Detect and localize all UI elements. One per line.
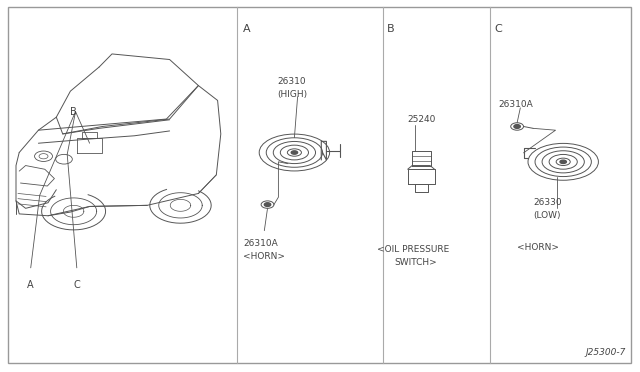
Text: <OIL PRESSURE: <OIL PRESSURE	[377, 245, 449, 254]
Text: 26330: 26330	[533, 198, 561, 207]
Text: B: B	[387, 24, 395, 34]
Ellipse shape	[291, 151, 298, 154]
Text: (HIGH): (HIGH)	[276, 90, 307, 99]
Text: A: A	[243, 24, 251, 34]
Text: A: A	[28, 280, 34, 289]
Text: J25300-7: J25300-7	[586, 348, 626, 357]
Text: C: C	[494, 24, 502, 34]
Circle shape	[264, 203, 271, 206]
Text: <HORN>: <HORN>	[516, 243, 559, 252]
Text: <HORN>: <HORN>	[243, 252, 285, 261]
Text: B: B	[70, 107, 77, 116]
Text: SWITCH>: SWITCH>	[395, 258, 437, 267]
Ellipse shape	[560, 160, 566, 164]
Text: C: C	[74, 280, 80, 289]
Text: 25240: 25240	[407, 115, 435, 124]
Text: (LOW): (LOW)	[534, 211, 561, 220]
Text: 26310: 26310	[278, 77, 306, 86]
Text: 26310A: 26310A	[499, 100, 533, 109]
Text: 26310A: 26310A	[244, 239, 278, 248]
Circle shape	[514, 125, 520, 128]
